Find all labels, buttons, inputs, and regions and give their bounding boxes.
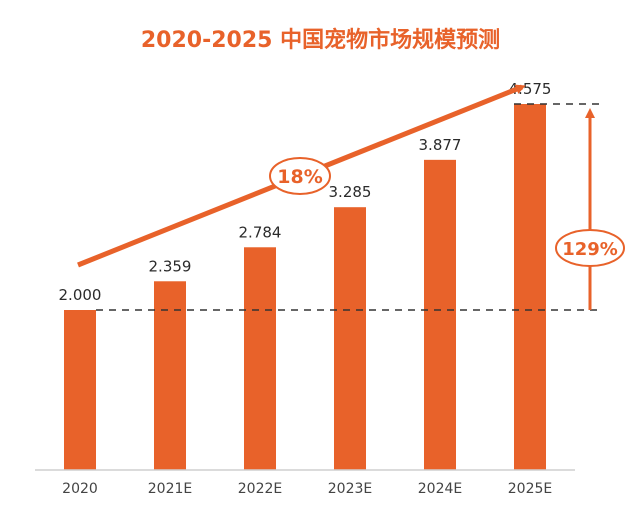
- bar-2021E: [154, 281, 186, 470]
- tick-label-2021E: 2021E: [148, 481, 192, 497]
- tick-label-2024E: 2024E: [418, 481, 462, 497]
- total-growth-badge: 129%: [555, 229, 625, 267]
- value-label-2020: 2.000: [59, 286, 102, 304]
- value-label-2021E: 2.359: [149, 257, 192, 275]
- growth-rate-label: 18%: [277, 166, 322, 188]
- bar-2022E: [244, 247, 276, 470]
- bar-2023E: [334, 207, 366, 470]
- value-label-2022E: 2.784: [239, 223, 282, 241]
- chart-title: 2020-2025 中国宠物市场规模预测: [140, 28, 501, 53]
- tick-label-2023E: 2023E: [328, 481, 372, 497]
- tick-label-2020: 2020: [62, 481, 98, 497]
- value-label-2024E: 3.877: [419, 136, 462, 154]
- growth-rate-badge: 18%: [269, 157, 331, 195]
- tick-label-2025E: 2025E: [508, 481, 552, 497]
- growth-rate-ellipse: [269, 157, 331, 195]
- tick-label-2022E: 2022E: [238, 481, 282, 497]
- total-growth-ellipse: [555, 229, 625, 267]
- bar-2025E: [514, 104, 546, 470]
- value-label-2023E: 3.285: [329, 183, 372, 201]
- total-growth-label: 129%: [562, 239, 618, 260]
- bar-2024E: [424, 159, 456, 470]
- bar-2020: [64, 310, 96, 470]
